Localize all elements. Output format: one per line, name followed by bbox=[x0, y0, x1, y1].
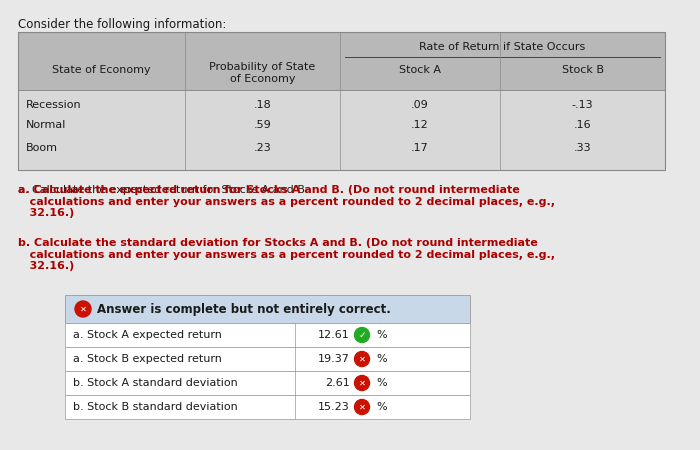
Text: .17: .17 bbox=[411, 143, 429, 153]
Bar bbox=[65, 371, 470, 395]
Text: State of Economy: State of Economy bbox=[52, 65, 150, 75]
Circle shape bbox=[354, 400, 370, 414]
Bar bbox=[65, 347, 470, 371]
Text: Recession: Recession bbox=[26, 100, 82, 110]
Bar bbox=[65, 395, 470, 419]
Text: a. Stock B expected return: a. Stock B expected return bbox=[73, 354, 222, 364]
Circle shape bbox=[354, 328, 370, 342]
Bar bbox=[18, 32, 665, 170]
Text: .09: .09 bbox=[411, 100, 429, 110]
Text: 12.61: 12.61 bbox=[318, 330, 350, 340]
Text: .33: .33 bbox=[574, 143, 592, 153]
Text: %: % bbox=[376, 402, 386, 412]
Circle shape bbox=[354, 351, 370, 366]
Bar bbox=[65, 323, 470, 347]
Text: .12: .12 bbox=[411, 120, 429, 130]
Text: .59: .59 bbox=[253, 120, 272, 130]
Text: b. Calculate the standard deviation for Stocks A and B. (Do not round intermedia: b. Calculate the standard deviation for … bbox=[18, 238, 555, 271]
Text: %: % bbox=[376, 354, 386, 364]
Text: Probability of State
of Economy: Probability of State of Economy bbox=[209, 62, 316, 84]
Text: Rate of Return if State Occurs: Rate of Return if State Occurs bbox=[419, 42, 586, 52]
Text: .18: .18 bbox=[253, 100, 272, 110]
Text: Stock B: Stock B bbox=[561, 65, 603, 75]
Bar bbox=[18, 90, 665, 170]
Text: 2.61: 2.61 bbox=[326, 378, 350, 388]
Text: ✕: ✕ bbox=[358, 378, 365, 387]
Text: Stock A: Stock A bbox=[399, 65, 441, 75]
Text: 15.23: 15.23 bbox=[318, 402, 350, 412]
Text: a. Calculate the expected return for Stocks A and B.: a. Calculate the expected return for Sto… bbox=[18, 185, 312, 195]
Text: b. Stock A standard deviation: b. Stock A standard deviation bbox=[73, 378, 238, 388]
Text: a. Stock A expected return: a. Stock A expected return bbox=[73, 330, 222, 340]
Text: a. Calculate the expected return for Stocks A and B.: a. Calculate the expected return for Sto… bbox=[18, 185, 312, 218]
Text: Normal: Normal bbox=[26, 120, 66, 130]
Text: b. Stock B standard deviation: b. Stock B standard deviation bbox=[73, 402, 238, 412]
Text: .16: .16 bbox=[574, 120, 592, 130]
Text: ✕: ✕ bbox=[80, 305, 87, 314]
Bar bbox=[18, 32, 665, 90]
Circle shape bbox=[75, 301, 91, 317]
Text: Consider the following information:: Consider the following information: bbox=[18, 18, 226, 31]
Text: 19.37: 19.37 bbox=[318, 354, 350, 364]
Text: .23: .23 bbox=[253, 143, 272, 153]
Text: ✕: ✕ bbox=[358, 402, 365, 411]
Bar bbox=[65, 295, 470, 323]
Text: Boom: Boom bbox=[26, 143, 58, 153]
Text: ✓: ✓ bbox=[358, 330, 365, 339]
Text: a. Calculate the expected return for Stocks A and B. (Do not round intermediate
: a. Calculate the expected return for Sto… bbox=[18, 185, 555, 218]
Text: ✕: ✕ bbox=[358, 355, 365, 364]
Text: Answer is complete but not entirely correct.: Answer is complete but not entirely corr… bbox=[97, 302, 391, 315]
Text: %: % bbox=[376, 330, 386, 340]
Circle shape bbox=[354, 375, 370, 391]
Text: -.13: -.13 bbox=[572, 100, 594, 110]
Text: %: % bbox=[376, 378, 386, 388]
